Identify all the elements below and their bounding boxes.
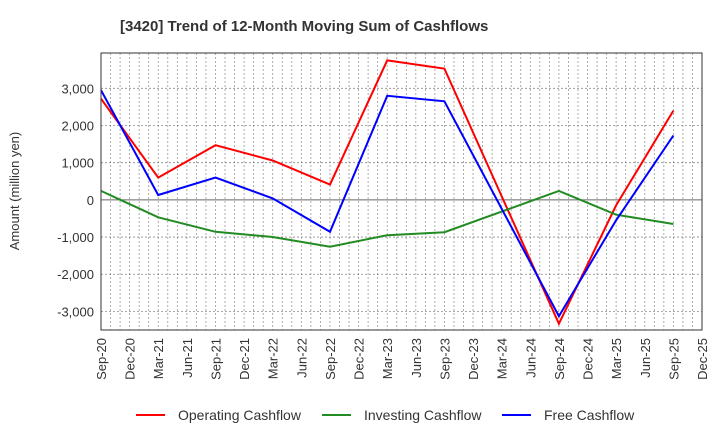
x-tick-label: Jun-22 [294,338,309,378]
x-tick-label: Dec-21 [237,338,252,380]
x-tick-label: Mar-21 [151,338,166,379]
x-tick-label: Mar-24 [495,338,510,379]
x-tick-label: Dec-24 [581,338,596,380]
series-line-operating-cashflow [100,59,675,327]
series-line-free-cashflow [100,89,675,319]
y-tick-label: 0 [87,193,94,208]
x-tick-label: Dec-23 [466,338,481,380]
x-tick-label: Sep-23 [437,338,452,380]
x-tick-label: Jun-21 [180,338,195,378]
x-tick-label: Sep-24 [552,338,567,380]
legend-label: Free Cashflow [544,407,635,423]
x-tick-label: Sep-21 [208,338,223,380]
x-tick-label: Dec-25 [695,338,710,380]
y-tick-label: -2,000 [57,267,94,282]
y-ticks: 3,000 2,000 1,000 0 -1,000 -2,000 -3,000 [57,81,94,319]
x-tick-label: Dec-20 [123,338,138,380]
series-line-investing-cashflow [100,189,674,248]
y-tick-label: 3,000 [61,81,94,96]
y-tick-label: -3,000 [57,304,94,319]
x-tick-label: Sep-25 [666,338,681,380]
x-ticks: Sep-20 Dec-20 Mar-21 Jun-21 Sep-21 Dec-21 Mar-… [94,338,710,380]
y-tick-label: 2,000 [61,119,94,134]
x-tick-label: Sep-20 [94,338,109,380]
x-tick-label: Mar-25 [609,338,624,379]
x-tick-label: Jun-24 [523,338,538,378]
legend-label: Investing Cashflow [364,407,482,423]
grid [101,53,702,330]
x-tick-label: Mar-22 [266,338,281,379]
x-tick-label: Mar-23 [380,338,395,379]
chart-title: [3420] Trend of 12-Month Moving Sum of C… [120,18,488,35]
legend: Operating Cashflow Investing Cashflow Free… [136,407,635,423]
series-lines [100,59,675,327]
legend-label: Operating Cashflow [178,407,302,423]
y-axis-label: Amount (million yen) [7,132,22,251]
x-tick-label: Dec-22 [352,338,367,380]
plot-frame [100,52,703,331]
x-tick-label: Jun-25 [638,338,653,378]
y-tick-label: -1,000 [57,230,94,245]
x-tick-label: Jun-23 [409,338,424,378]
y-tick-label: 1,000 [61,156,94,171]
x-tick-label: Sep-22 [323,338,338,380]
